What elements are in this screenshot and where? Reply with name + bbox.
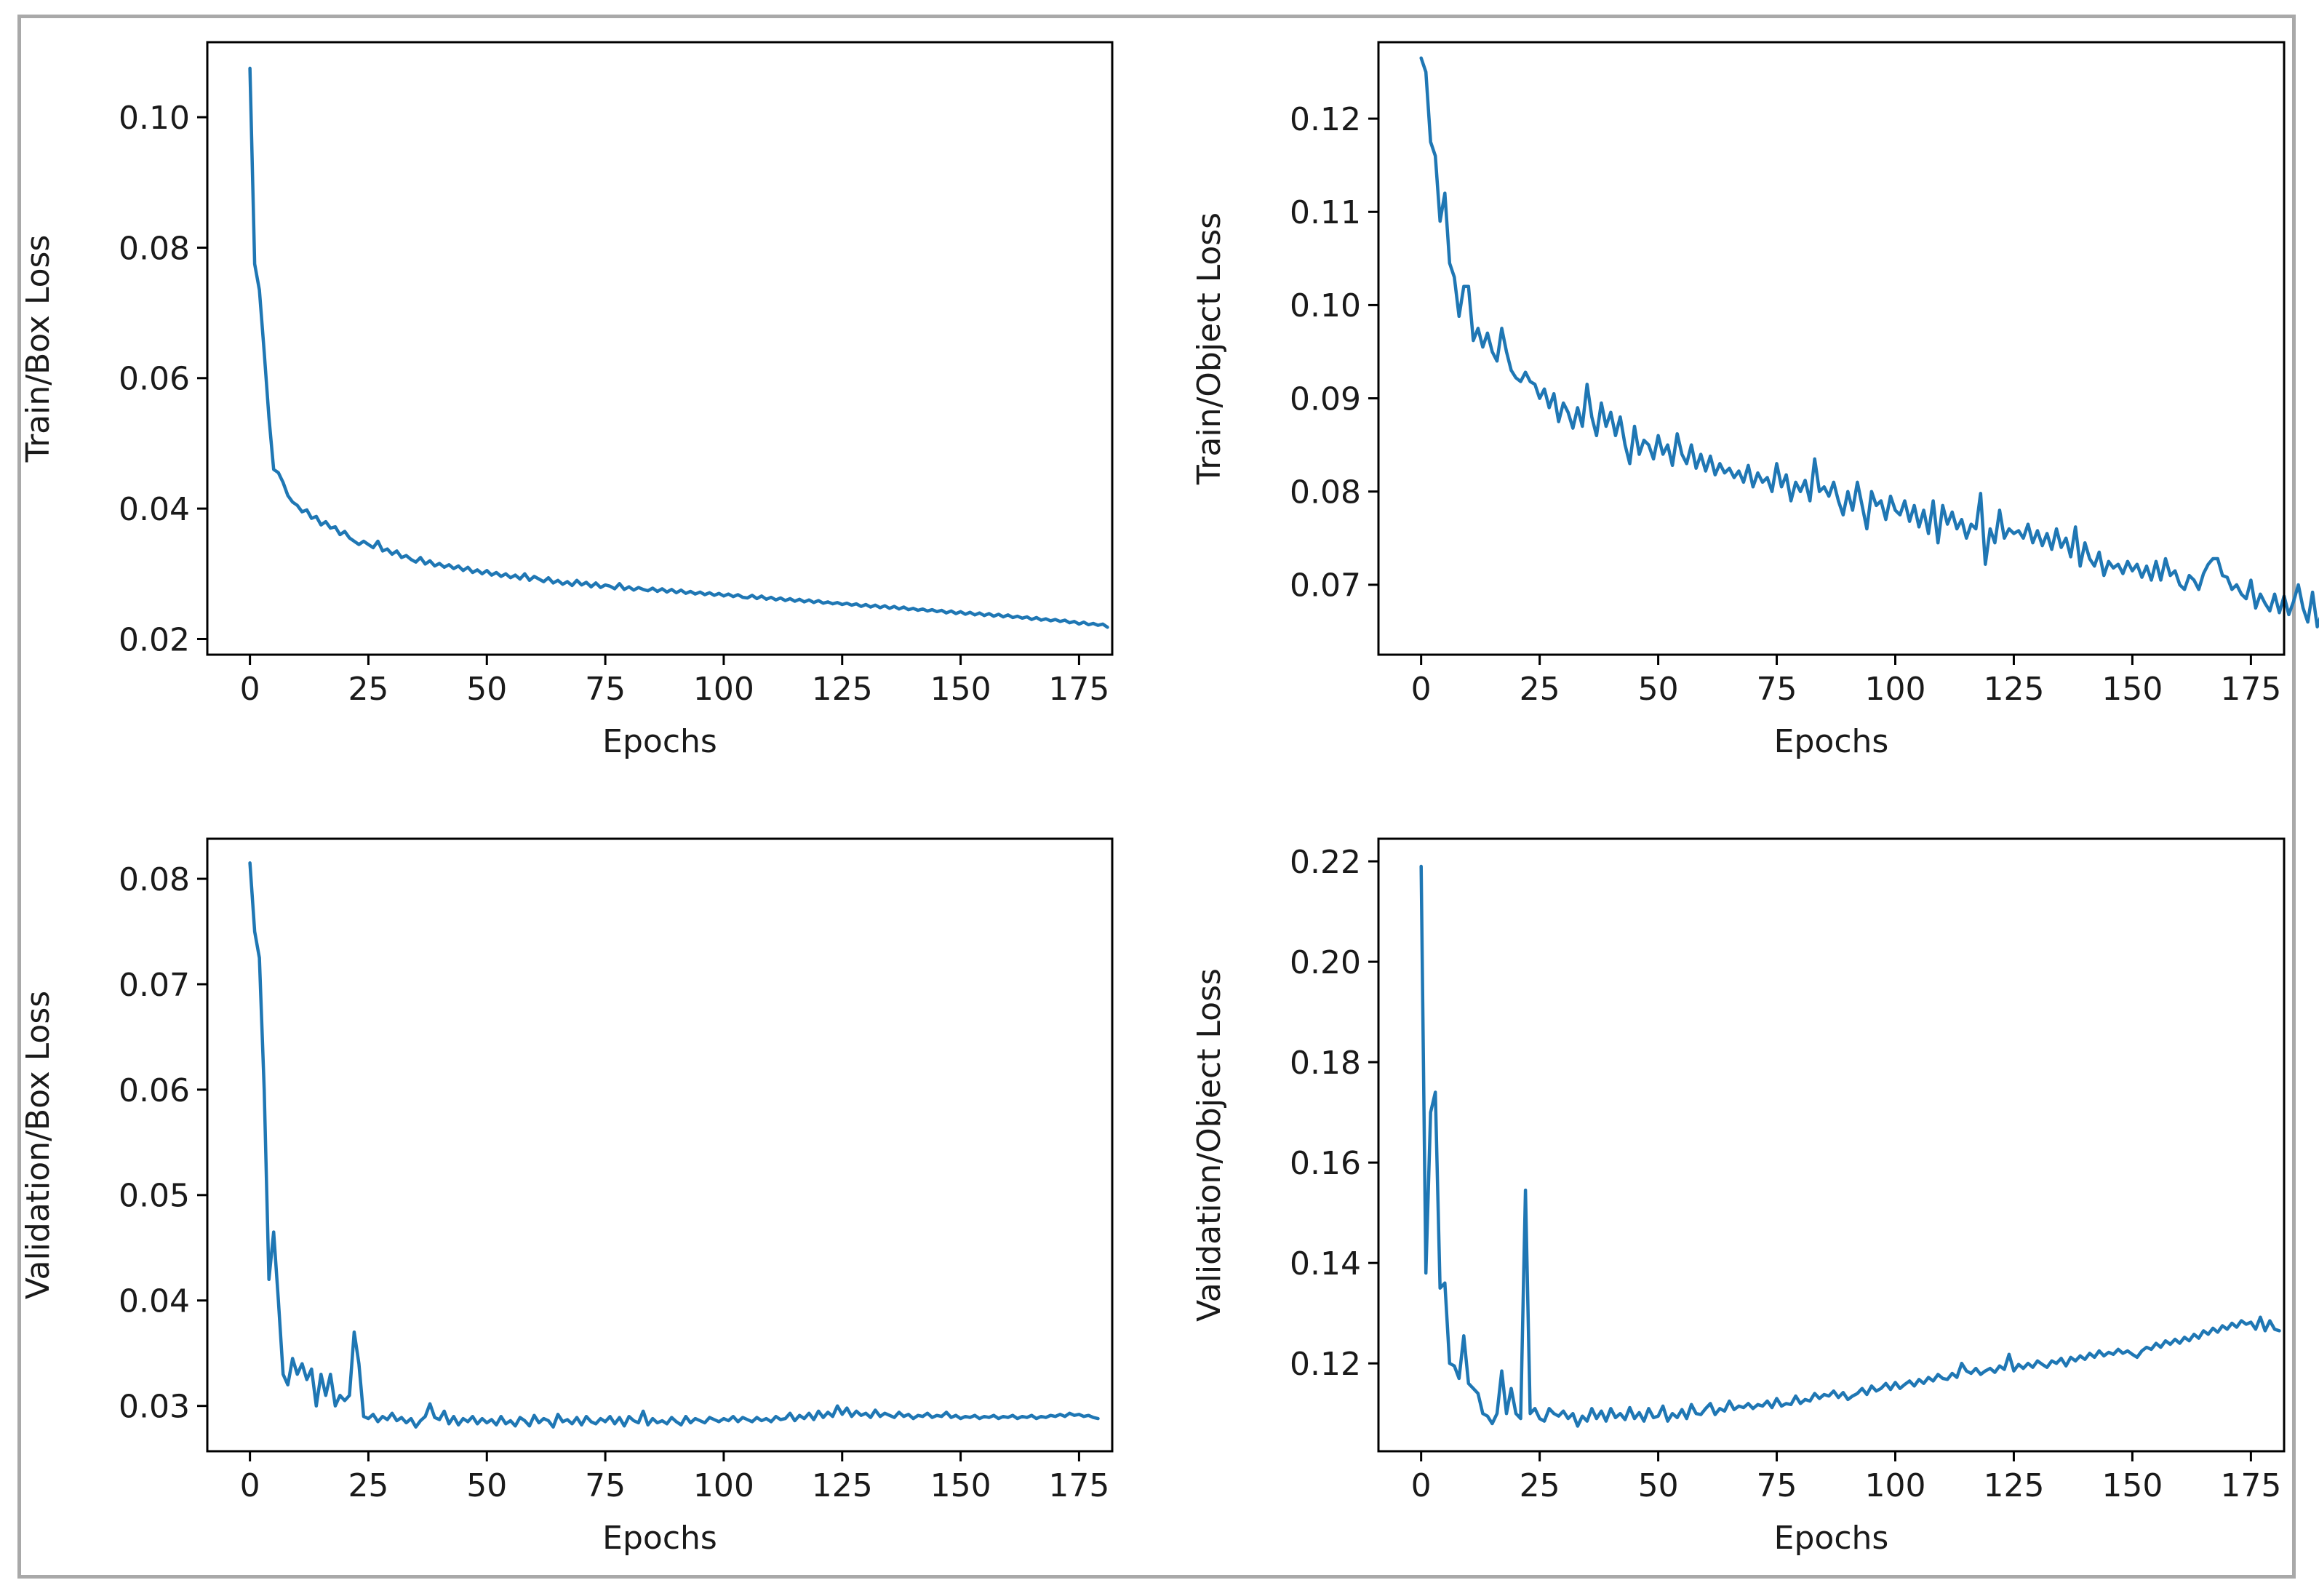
y-tick-label: 0.22 [1290,844,1361,881]
plot-area-frame [1377,41,2286,656]
figure-frame [17,15,2296,1579]
validation-object-loss-chart: 0 25 50 75 100 125 150 175 0.12 0.14 0.16 0.18 0.20 0… [1191,837,2286,1557]
y-tick-label: 0.10 [1290,287,1361,324]
x-tick-label: 150 [930,671,991,708]
x-tick-label: 125 [812,671,873,708]
y-tick-label: 0.08 [119,861,190,898]
y-tick-label: 0.14 [1290,1245,1361,1282]
validation-box-loss-chart: 0 25 50 75 100 125 150 175 0.03 0.04 0.05 0.06 0.07 0… [20,837,1114,1557]
x-axis-label: Epochs [1774,1520,1889,1557]
x-tick-label: 75 [1757,671,1797,708]
y-tick-label: 0.10 [119,100,190,137]
x-tick-label: 50 [1638,1467,1679,1504]
x-tick-label: 75 [585,671,626,708]
y-tick-label: 0.06 [119,1072,190,1109]
x-tick-label: 175 [1048,671,1109,708]
x-tick-label: 100 [1865,671,1926,708]
series-line [1419,56,2319,629]
x-tick-label: 50 [466,1467,507,1504]
y-tick-label: 0.16 [1290,1145,1361,1182]
train-object-loss-chart: 0 25 50 75 100 125 150 175 0.07 0.08 0.09 0.10 0.11 0… [1191,41,2319,760]
train-box-loss-chart: 0 25 50 75 100 125 150 175 0.02 0.04 0.06 0.08 0.10 E… [20,41,1114,760]
x-tick-label: 175 [1048,1467,1109,1504]
y-tick-label: 0.12 [1290,101,1361,138]
x-tick-label: 0 [1411,671,1432,708]
x-axis-label: Epochs [602,723,717,760]
y-axis-label: Validation/Box Loss [20,991,57,1299]
series-line [248,66,1109,629]
x-tick-label: 0 [240,1467,260,1504]
x-tick-label: 75 [585,1467,626,1504]
y-tick-label: 0.06 [119,361,190,398]
series-line [1419,864,2281,1428]
y-axis-label: Validation/Object Loss [1191,968,1228,1322]
y-tick-label: 0.04 [119,1283,190,1320]
x-tick-label: 75 [1757,1467,1797,1504]
x-tick-label: 50 [1638,671,1679,708]
y-tick-label: 0.12 [1290,1346,1361,1383]
x-tick-label: 100 [693,671,754,708]
x-tick-label: 150 [2102,671,2163,708]
plot-area-frame [206,837,1114,1453]
y-tick-label: 0.09 [1290,380,1361,418]
x-axis-label: Epochs [1774,723,1889,760]
x-tick-label: 25 [1520,671,1560,708]
x-tick-label: 175 [2220,1467,2281,1504]
x-tick-label: 150 [930,1467,991,1504]
x-axis-label: Epochs [602,1520,717,1557]
y-tick-label: 0.11 [1290,194,1361,231]
x-tick-label: 100 [1865,1467,1926,1504]
x-tick-label: 125 [812,1467,873,1504]
y-axis-label: Train/Box Loss [20,235,57,463]
y-tick-label: 0.07 [1290,567,1361,605]
y-tick-label: 0.03 [119,1389,190,1426]
x-tick-label: 100 [693,1467,754,1504]
y-tick-label: 0.02 [119,621,190,658]
x-tick-label: 0 [1411,1467,1432,1504]
x-tick-label: 25 [1520,1467,1560,1504]
x-tick-label: 25 [348,1467,388,1504]
x-tick-label: 0 [240,671,260,708]
x-tick-label: 125 [1983,1467,2044,1504]
y-tick-label: 0.08 [1290,474,1361,511]
y-tick-label: 0.08 [119,230,190,267]
plot-area-frame [206,41,1114,656]
y-tick-label: 0.07 [119,967,190,1004]
x-tick-label: 150 [2102,1467,2163,1504]
plot-area-frame [1377,837,2286,1453]
series-line [248,861,1100,1429]
x-tick-label: 125 [1983,671,2044,708]
y-tick-label: 0.05 [119,1178,190,1215]
y-tick-label: 0.04 [119,491,190,528]
x-tick-label: 50 [466,671,507,708]
x-tick-label: 25 [348,671,388,708]
y-axis-label: Train/Object Loss [1191,212,1228,485]
x-tick-label: 175 [2220,671,2281,708]
y-tick-label: 0.20 [1290,944,1361,981]
y-tick-label: 0.18 [1290,1045,1361,1082]
